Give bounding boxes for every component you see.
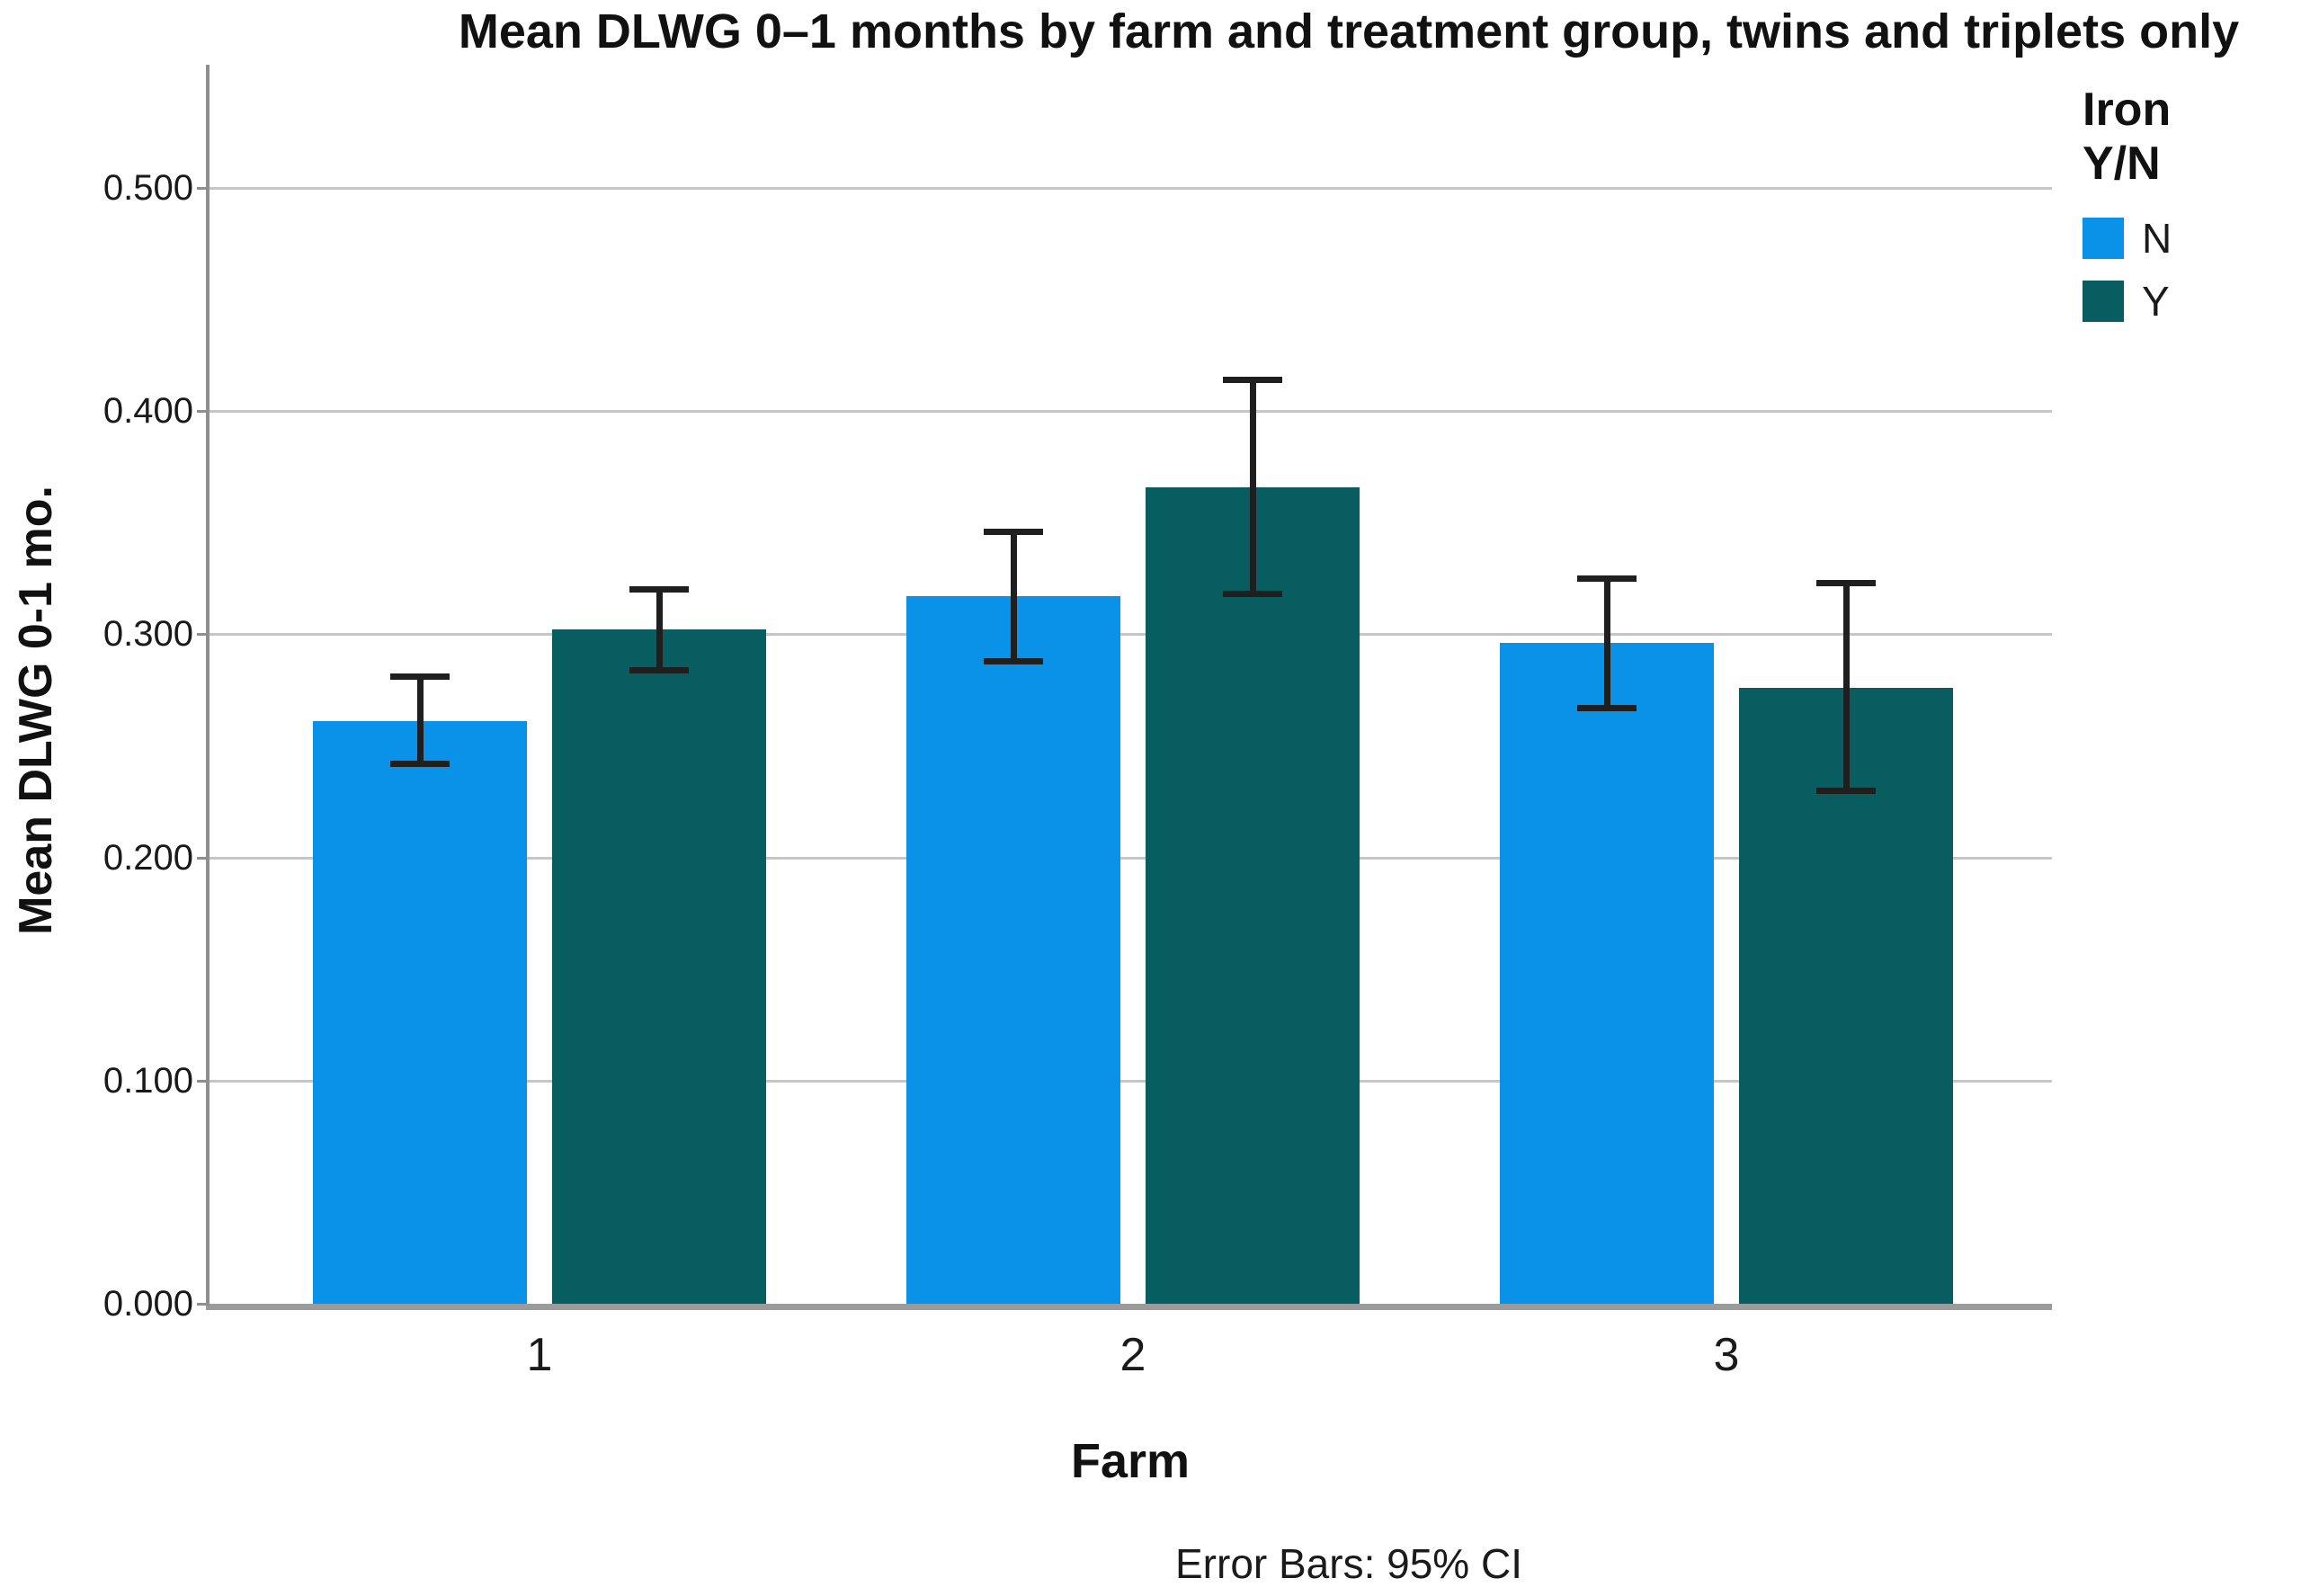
- y-tick-label: 0.500: [103, 168, 193, 208]
- legend-swatch-n-icon: [2083, 218, 2124, 259]
- y-axis-tick: [197, 1079, 210, 1083]
- legend-item-n: N: [2083, 214, 2316, 263]
- chart-title: Mean DLWG 0–1 months by farm and treatme…: [458, 4, 2240, 58]
- y-axis-tick: [197, 187, 210, 190]
- y-axis-tick: [197, 633, 210, 637]
- error-bar-farm-3-y-cap-bottom: [1816, 787, 1876, 794]
- y-axis-tick: [197, 1303, 210, 1306]
- error-bar-farm-1-n-line: [416, 676, 424, 764]
- y-tick-label: 0.400: [103, 391, 193, 432]
- y-axis-title: Mean DLWG 0-1 mo.: [10, 486, 62, 935]
- bar-farm-2-y: [1146, 486, 1360, 1304]
- gridline-0.300: [210, 633, 2052, 637]
- error-bar-farm-3-n-cap-top: [1577, 575, 1637, 582]
- legend-swatch-y-icon: [2083, 281, 2124, 322]
- error-bars-footnote: Error Bars: 95% CI: [1175, 1540, 1522, 1587]
- error-bar-farm-3-n-cap-bottom: [1577, 704, 1637, 711]
- legend: Iron Y/N N Y: [2083, 83, 2316, 340]
- x-tick-label-farm-2: 2: [1119, 1329, 1146, 1381]
- legend-title: Iron Y/N: [2083, 83, 2316, 191]
- y-axis-tick: [197, 410, 210, 414]
- error-bar-farm-2-y-line: [1249, 379, 1256, 594]
- plot-area: [210, 65, 2052, 1304]
- legend-title-line-2: Y/N: [2083, 138, 2161, 190]
- gridline-0.400: [210, 410, 2052, 414]
- error-bar-farm-2-y-cap-bottom: [1223, 591, 1282, 598]
- error-bar-farm-2-y-cap-top: [1223, 376, 1282, 383]
- x-axis-line: [206, 1304, 2052, 1310]
- error-bar-farm-3-n-line: [1603, 578, 1610, 709]
- bar-farm-3-n: [1500, 643, 1714, 1304]
- error-bar-farm-1-y-line: [656, 589, 663, 671]
- bar-farm-1-n: [313, 721, 527, 1304]
- y-axis-tick: [197, 856, 210, 860]
- legend-item-y: Y: [2083, 277, 2316, 325]
- error-bar-farm-2-n-line: [1010, 531, 1017, 662]
- x-tick-label-farm-1: 1: [526, 1329, 553, 1381]
- x-axis-title: Farm: [1070, 1434, 1191, 1488]
- gridline-0.200: [210, 856, 2052, 860]
- y-tick-label: 0.100: [103, 1060, 193, 1101]
- legend-label-y: Y: [2142, 278, 2170, 325]
- error-bar-farm-2-n-cap-bottom: [984, 657, 1043, 664]
- y-tick-label: 0.200: [103, 837, 193, 878]
- error-bar-farm-1-y-cap-top: [629, 586, 689, 593]
- y-tick-label: 0.000: [103, 1284, 193, 1324]
- error-bar-farm-1-n-cap-bottom: [390, 760, 450, 767]
- gridline-0.100: [210, 1079, 2052, 1083]
- error-bar-farm-3-y-line: [1842, 583, 1850, 791]
- gridline-0.500: [210, 187, 2052, 190]
- legend-items: N Y: [2083, 214, 2316, 325]
- error-bar-farm-1-y-cap-bottom: [629, 666, 689, 673]
- error-bar-farm-3-y-cap-top: [1816, 579, 1876, 586]
- error-bar-farm-1-n-cap-top: [390, 673, 450, 681]
- y-tick-label: 0.300: [103, 614, 193, 655]
- error-bar-farm-2-n-cap-top: [984, 528, 1043, 535]
- x-tick-label-farm-3: 3: [1713, 1329, 1740, 1381]
- legend-label-n: N: [2142, 215, 2172, 262]
- bar-farm-2-n: [906, 596, 1120, 1304]
- y-axis-line: [206, 65, 210, 1307]
- bar-farm-1-y: [552, 629, 766, 1304]
- legend-title-line-1: Iron: [2083, 84, 2172, 136]
